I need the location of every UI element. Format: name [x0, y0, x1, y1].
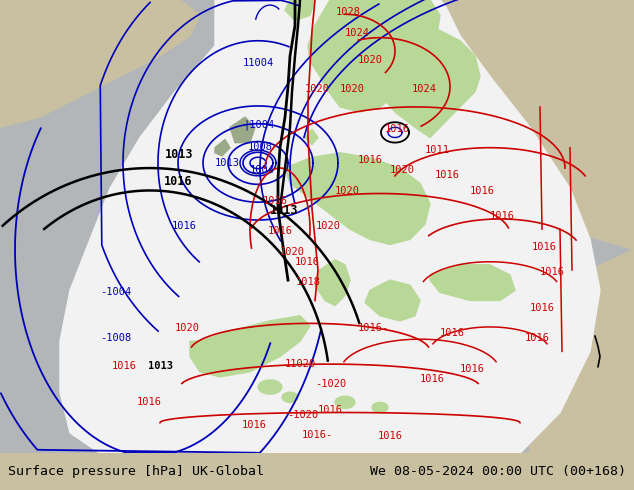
Text: 1024: 1024 [412, 84, 437, 94]
Polygon shape [258, 380, 282, 394]
Polygon shape [430, 265, 515, 300]
Text: 1028: 1028 [336, 7, 361, 17]
Text: 1016: 1016 [540, 267, 565, 277]
Text: 1016: 1016 [112, 361, 137, 371]
Text: 1016: 1016 [470, 186, 495, 196]
Polygon shape [305, 129, 318, 145]
Polygon shape [285, 0, 315, 21]
Text: 1020: 1020 [340, 84, 365, 94]
Polygon shape [230, 117, 255, 143]
Text: 1016: 1016 [358, 155, 383, 165]
Text: -1008: -1008 [100, 333, 131, 343]
Polygon shape [335, 396, 355, 408]
Text: 1016: 1016 [525, 333, 550, 343]
Text: -1004: -1004 [100, 287, 131, 297]
Text: 1013: 1013 [165, 148, 193, 161]
Polygon shape [60, 0, 170, 56]
Text: 1016-: 1016- [302, 430, 333, 440]
Text: 1016-: 1016- [358, 323, 389, 333]
Polygon shape [60, 0, 600, 453]
Text: 1016: 1016 [460, 364, 485, 374]
Text: 1020: 1020 [316, 221, 341, 231]
Text: 1013: 1013 [148, 361, 173, 371]
Text: 1016: 1016 [268, 226, 293, 236]
Polygon shape [315, 0, 440, 112]
Polygon shape [0, 0, 200, 127]
Text: 1013: 1013 [270, 204, 299, 217]
Text: 1016: 1016 [532, 242, 557, 251]
Polygon shape [420, 0, 634, 249]
Polygon shape [378, 27, 480, 138]
Text: 1016: 1016 [295, 257, 320, 267]
Text: 1008: 1008 [248, 142, 273, 152]
Text: 1020: 1020 [305, 84, 330, 94]
Text: -1020: -1020 [315, 379, 346, 389]
Text: 1020: 1020 [335, 186, 360, 196]
Polygon shape [365, 280, 420, 321]
Text: 1013: 1013 [215, 158, 240, 168]
Text: |1004: |1004 [243, 120, 275, 130]
Text: 1016: 1016 [435, 170, 460, 180]
Text: 1016: 1016 [318, 405, 343, 415]
Polygon shape [0, 0, 634, 453]
Polygon shape [0, 0, 100, 76]
Text: 11004: 11004 [243, 58, 275, 68]
Text: 1020: 1020 [390, 165, 415, 175]
Text: 1011: 1011 [425, 145, 450, 155]
Polygon shape [315, 260, 350, 306]
Text: 1020: 1020 [358, 55, 383, 65]
Polygon shape [372, 402, 388, 413]
Polygon shape [215, 140, 230, 156]
Text: 1016: 1016 [172, 221, 197, 231]
Text: 1016: 1016 [420, 374, 445, 384]
Text: We 08-05-2024 00:00 UTC (00+168): We 08-05-2024 00:00 UTC (00+168) [370, 465, 626, 478]
Text: 1020: 1020 [175, 323, 200, 333]
Text: 1016: 1016 [385, 124, 410, 134]
Text: 1004: 1004 [250, 165, 275, 175]
Text: 1016: 1016 [530, 303, 555, 313]
Text: -1020: -1020 [287, 410, 318, 419]
Text: 1016: 1016 [440, 328, 465, 338]
Text: 1018: 1018 [296, 277, 321, 287]
Text: 1016: 1016 [490, 211, 515, 221]
Text: Surface pressure [hPa] UK-Global: Surface pressure [hPa] UK-Global [8, 465, 264, 478]
Polygon shape [190, 316, 310, 377]
Text: 11020: 11020 [285, 359, 316, 368]
Text: 1016: 1016 [378, 431, 403, 441]
Polygon shape [308, 0, 400, 87]
Polygon shape [282, 392, 298, 402]
Text: 1016: 1016 [164, 175, 193, 188]
Text: 1020: 1020 [280, 246, 305, 257]
Text: 1016: 1016 [242, 420, 267, 430]
Text: 1016: 1016 [263, 196, 288, 206]
Polygon shape [285, 153, 430, 245]
Text: 1024: 1024 [345, 27, 370, 38]
Polygon shape [530, 249, 634, 453]
Text: 1016: 1016 [137, 397, 162, 407]
